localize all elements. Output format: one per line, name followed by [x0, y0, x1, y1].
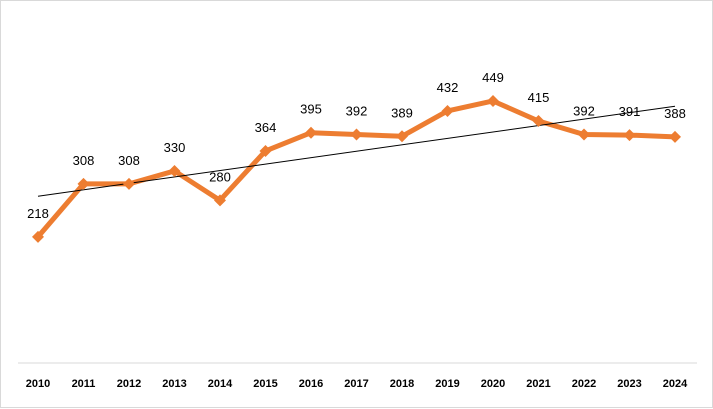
x-tick-label: 2010 — [26, 378, 50, 390]
data-label: 218 — [27, 206, 49, 221]
x-tick-label: 2017 — [344, 378, 368, 390]
data-point-marker — [32, 230, 44, 243]
data-label: 364 — [255, 120, 277, 135]
data-point-marker — [123, 177, 135, 190]
data-label: 280 — [209, 169, 231, 184]
x-tick-label: 2019 — [435, 378, 459, 390]
data-label: 392 — [346, 104, 368, 119]
data-label: 392 — [573, 104, 595, 119]
data-point-marker — [77, 177, 90, 190]
x-tick-label: 2014 — [208, 378, 233, 390]
x-tick-label: 2023 — [617, 378, 641, 390]
x-tick-label: 2011 — [72, 378, 96, 390]
trendline — [37, 105, 676, 197]
data-point-marker — [168, 164, 181, 177]
x-tick-label: 2015 — [253, 378, 277, 390]
data-point-marker — [578, 128, 590, 141]
x-tick-label: 2022 — [572, 378, 596, 390]
x-tick-label: 2021 — [526, 378, 550, 390]
data-point-marker — [259, 144, 272, 157]
x-tick-label: 2013 — [162, 378, 186, 390]
data-point-marker — [350, 128, 363, 141]
data-point-marker — [214, 194, 226, 207]
data-point-marker — [669, 130, 681, 143]
x-tick-label: 2020 — [481, 378, 505, 390]
data-label: 330 — [164, 140, 186, 155]
data-label: 432 — [437, 80, 459, 95]
data-label: 391 — [619, 104, 641, 119]
x-tick-label: 2016 — [299, 378, 323, 390]
data-label: 415 — [528, 90, 550, 105]
data-point-marker — [623, 129, 636, 142]
data-label: 308 — [118, 153, 140, 168]
data-label: 388 — [664, 106, 686, 121]
data-point-marker — [487, 94, 499, 107]
data-label: 389 — [391, 105, 413, 120]
x-tick-label: 2024 — [663, 378, 688, 390]
x-tick-label: 2012 — [117, 378, 141, 390]
x-tick-label: 2018 — [390, 378, 414, 390]
data-point-marker — [532, 114, 545, 127]
series-line — [36, 98, 676, 239]
data-point-marker — [396, 130, 408, 143]
data-label: 395 — [300, 102, 322, 117]
data-label: 308 — [73, 153, 95, 168]
data-point-marker — [441, 104, 454, 117]
data-point-marker — [305, 126, 317, 139]
data-label: 449 — [482, 70, 504, 85]
